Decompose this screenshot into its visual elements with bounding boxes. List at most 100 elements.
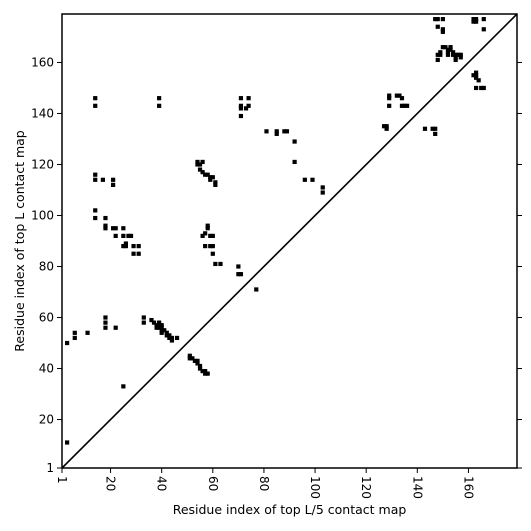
contact-point	[458, 52, 463, 57]
contact-point	[387, 103, 392, 108]
contact-point	[384, 126, 389, 131]
contact-point	[445, 52, 451, 57]
y-tick-label: 1	[46, 461, 54, 475]
contact-point	[164, 330, 169, 335]
contact-point	[136, 244, 141, 249]
contact-point	[149, 317, 154, 323]
contact-point	[481, 85, 486, 91]
contact-point	[453, 57, 458, 63]
contact-point	[200, 170, 205, 175]
contact-point	[440, 45, 445, 50]
contact-point	[195, 159, 200, 165]
contact-point	[157, 96, 162, 101]
contact-point	[448, 45, 453, 50]
contact-point	[154, 325, 159, 330]
contact-point	[131, 244, 136, 249]
contact-point	[435, 57, 440, 63]
contact-point	[65, 340, 70, 346]
contact-point	[93, 96, 98, 101]
contact-point	[292, 139, 297, 144]
contact-point	[197, 162, 203, 167]
contact-point	[205, 371, 210, 376]
contact-point	[394, 93, 399, 98]
contact-point	[399, 103, 405, 108]
contact-point	[238, 103, 244, 108]
contact-point	[435, 52, 440, 57]
x-axis-label: Residue index of top L/5 contact map	[173, 502, 407, 517]
contact-point	[203, 231, 208, 236]
contact-point	[136, 251, 141, 256]
x-tick-label: 80	[257, 476, 271, 491]
contact-point	[93, 215, 98, 221]
contact-point	[399, 96, 405, 101]
contact-point	[200, 368, 205, 374]
contact-point	[103, 226, 108, 231]
contact-point	[103, 223, 108, 228]
contact-point	[474, 73, 479, 78]
contact-point	[208, 233, 213, 238]
contact-point	[213, 261, 218, 267]
contact-point	[443, 45, 448, 50]
contact-point	[208, 244, 213, 249]
contact-point	[157, 320, 162, 325]
contact-point	[236, 272, 241, 277]
contact-point	[210, 233, 215, 238]
contact-point	[203, 368, 208, 374]
contact-point	[448, 47, 453, 52]
contact-point	[167, 335, 172, 341]
contact-point	[238, 96, 244, 101]
contact-point	[402, 103, 407, 108]
contact-point	[113, 233, 118, 238]
contact-point	[474, 70, 479, 75]
contact-point	[430, 126, 435, 131]
contact-point	[192, 358, 198, 363]
contact-point	[387, 96, 392, 101]
y-tick-label: 40	[39, 362, 54, 376]
contact-point	[159, 323, 164, 328]
contact-point	[103, 315, 108, 320]
contact-point	[210, 251, 215, 256]
x-tick-label: 60	[206, 476, 220, 491]
contact-point	[126, 233, 131, 238]
contact-point	[471, 73, 476, 78]
contact-point	[190, 356, 195, 361]
contact-point	[157, 325, 162, 330]
contact-point	[113, 226, 118, 231]
contact-point	[93, 172, 98, 177]
contact-point	[438, 50, 443, 55]
contact-point	[381, 124, 387, 129]
contact-point	[246, 96, 251, 101]
contact-point	[445, 47, 451, 52]
contact-point	[302, 177, 307, 182]
contact-point	[274, 129, 279, 134]
contact-point	[310, 177, 315, 182]
contact-point	[167, 333, 172, 338]
contact-point	[159, 325, 164, 330]
contact-point	[113, 325, 118, 330]
contact-point	[187, 356, 192, 361]
contact-point	[169, 338, 175, 343]
x-tick-label: 1	[55, 476, 69, 484]
contact-point	[384, 124, 389, 129]
contact-point	[471, 19, 476, 24]
contact-point	[246, 103, 251, 108]
contact-point	[164, 333, 169, 338]
contact-point	[481, 27, 486, 32]
contact-point	[397, 93, 402, 98]
contact-point	[474, 75, 479, 80]
contact-point	[121, 226, 126, 231]
contact-point	[121, 384, 126, 389]
y-tick-label: 60	[39, 311, 54, 325]
contact-point	[197, 363, 203, 369]
contact-point	[210, 175, 215, 180]
contact-point	[445, 50, 451, 55]
contact-point	[131, 251, 136, 256]
contact-point	[451, 52, 456, 57]
contact-point	[474, 17, 479, 22]
contact-point	[243, 106, 249, 111]
contact-point	[210, 244, 215, 249]
contact-point	[474, 19, 479, 24]
contact-point	[159, 328, 164, 333]
contact-point	[103, 215, 108, 221]
contact-point	[208, 177, 213, 182]
